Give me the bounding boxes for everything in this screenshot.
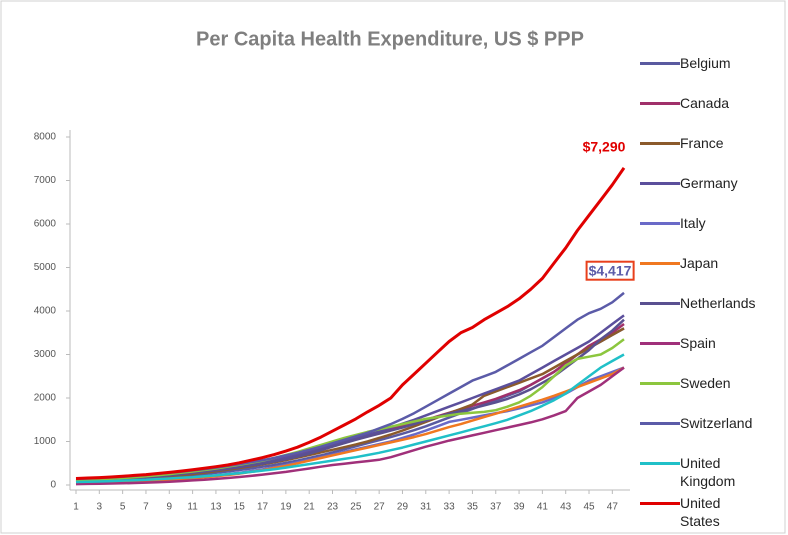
x-tick-label: 35 [467, 502, 479, 513]
legend-item: Italy [640, 214, 780, 232]
legend-label: Spain [680, 335, 716, 351]
x-tick-label: 33 [444, 502, 456, 513]
legend-item: Canada [640, 94, 780, 112]
legend-label: Netherlands [680, 295, 756, 311]
x-tick-label: 37 [490, 502, 502, 513]
annotation: $7,290 [583, 139, 626, 155]
legend-swatch [640, 142, 680, 145]
legend-label: Belgium [680, 55, 731, 71]
legend-label: Italy [680, 215, 706, 231]
x-tick-label: 27 [374, 502, 386, 513]
x-tick-label: 29 [397, 502, 409, 513]
x-tick-label: 1 [73, 502, 79, 513]
legend-swatch [640, 382, 680, 385]
x-tick-label: 41 [537, 502, 549, 513]
series-line [75, 366, 625, 486]
legend-label: Canada [680, 95, 730, 111]
legend-item: Switzerland [640, 414, 780, 432]
y-tick-label: 4000 [34, 306, 57, 317]
legend-label: United Kingdom [680, 455, 736, 489]
x-tick-label: 11 [187, 502, 198, 513]
y-tick-label: 6000 [34, 219, 57, 230]
x-tick-label: 25 [350, 502, 362, 513]
x-tick-label: 21 [304, 502, 316, 513]
legend-swatch [640, 182, 680, 185]
legend-item: Japan [640, 254, 780, 272]
x-tick-label: 45 [583, 502, 595, 513]
legend-label: Japan [680, 255, 719, 271]
y-tick-label: 7000 [34, 175, 57, 186]
x-tick-label: 31 [420, 502, 432, 513]
legend-item: Netherlands [640, 294, 780, 312]
legend-item: United Kingdom [640, 454, 780, 490]
legend-swatch [640, 62, 680, 65]
legend-label: Sweden [680, 375, 731, 391]
legend-label: Germany [680, 175, 738, 191]
legend-item: Germany [640, 174, 780, 192]
legend-swatch [640, 502, 680, 505]
series-line [75, 338, 625, 482]
x-tick-label: 23 [327, 502, 339, 513]
x-tick-label: 3 [97, 502, 103, 513]
legend-label: Switzerland [680, 415, 753, 431]
y-tick-label: 1000 [34, 436, 57, 447]
series-line [75, 353, 625, 484]
legend-swatch [640, 422, 680, 425]
x-tick-label: 13 [210, 502, 222, 513]
y-tick-label: 8000 [34, 132, 57, 143]
chart-title: Per Capita Health Expenditure, US $ PPP [196, 28, 584, 50]
series-line [75, 366, 625, 485]
legend-swatch [640, 222, 680, 225]
legend-item: United States [640, 494, 780, 530]
legend-item: Belgium [640, 54, 780, 72]
legend-swatch [640, 262, 680, 265]
legend-swatch [640, 462, 680, 465]
x-tick-label: 15 [234, 502, 246, 513]
y-tick-label: 5000 [34, 262, 57, 273]
y-tick-label: 3000 [34, 349, 57, 360]
x-tick-label: 7 [143, 502, 149, 513]
legend-label: France [680, 135, 724, 151]
series-line [75, 167, 626, 480]
x-tick-label: 19 [280, 502, 292, 513]
legend-item: Sweden [640, 374, 780, 392]
y-tick-label: 2000 [34, 393, 57, 404]
legend-item: Spain [640, 334, 780, 352]
legend-swatch [640, 342, 680, 345]
x-tick-label: 47 [607, 502, 619, 513]
legend-swatch [640, 102, 680, 105]
y-tick-label: 0 [50, 480, 56, 491]
x-tick-label: 43 [560, 502, 572, 513]
annotation-box [585, 260, 635, 281]
legend-label: United States [680, 495, 721, 529]
legend-item: France [640, 134, 780, 152]
annotation: $4,417 [589, 263, 632, 279]
x-tick-label: 39 [514, 502, 526, 513]
legend-swatch [640, 302, 680, 305]
x-tick-label: 17 [257, 502, 269, 513]
x-tick-label: 5 [120, 502, 126, 513]
x-tick-label: 9 [166, 502, 172, 513]
